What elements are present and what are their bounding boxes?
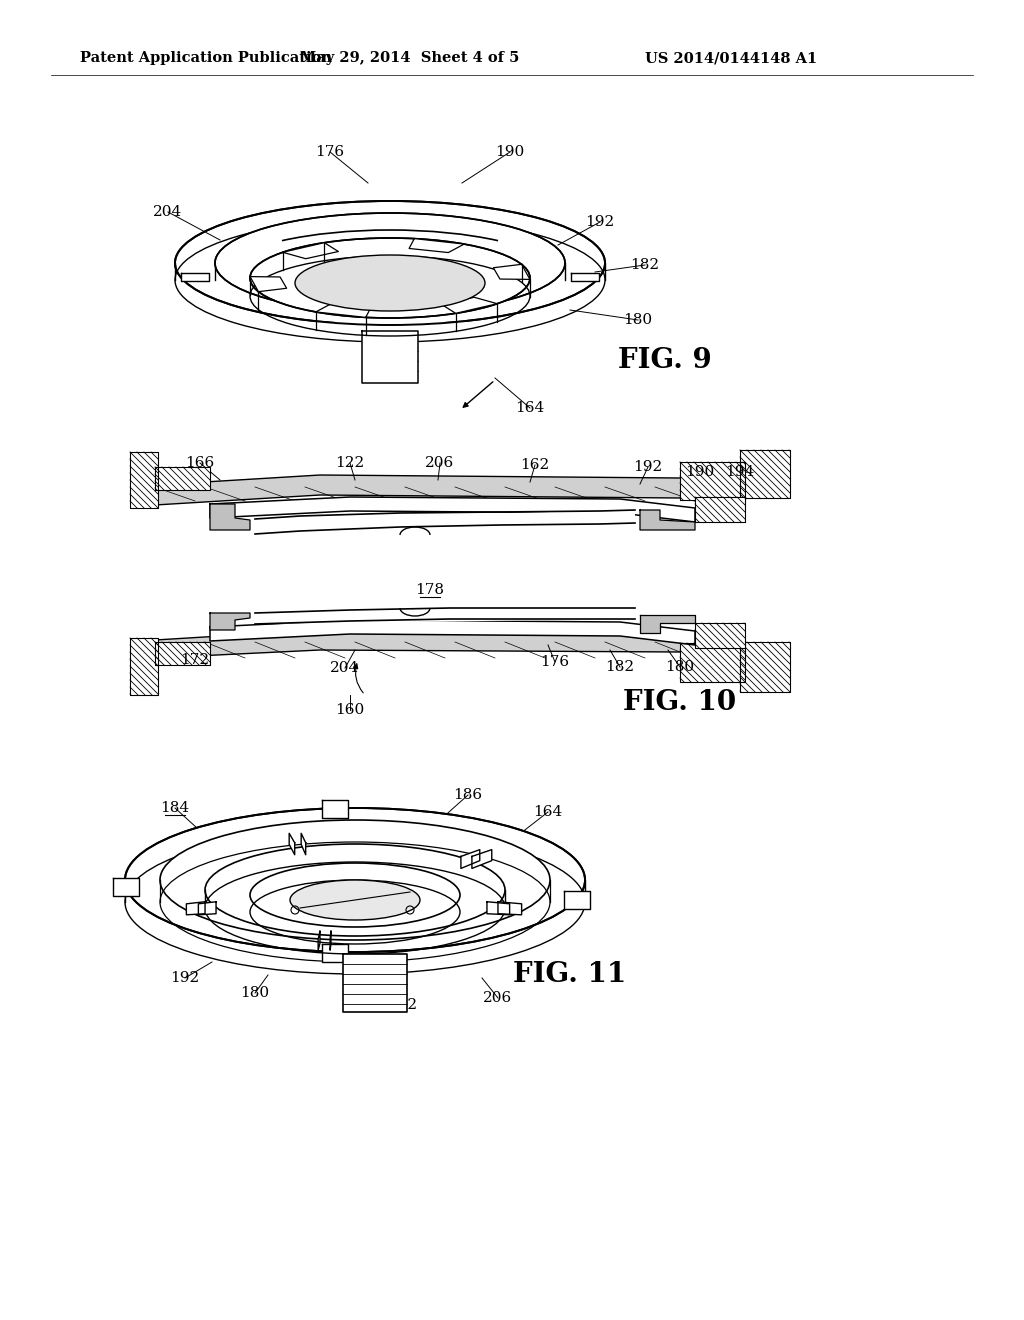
Ellipse shape: [250, 863, 460, 927]
Polygon shape: [130, 638, 158, 696]
Polygon shape: [283, 243, 338, 259]
Text: 122: 122: [336, 455, 365, 470]
Polygon shape: [322, 944, 348, 962]
Polygon shape: [255, 609, 635, 624]
Polygon shape: [343, 954, 407, 1012]
Polygon shape: [695, 498, 745, 521]
Text: 180: 180: [241, 986, 269, 1001]
Polygon shape: [210, 498, 695, 521]
Text: 176: 176: [541, 655, 569, 669]
Text: 186: 186: [454, 788, 482, 803]
Polygon shape: [210, 504, 250, 531]
Polygon shape: [315, 304, 371, 317]
Polygon shape: [570, 273, 599, 281]
Polygon shape: [740, 642, 790, 692]
Polygon shape: [640, 615, 695, 634]
Text: FIG. 11: FIG. 11: [513, 961, 627, 989]
Polygon shape: [301, 833, 306, 855]
Text: 180: 180: [666, 660, 694, 675]
Text: 192: 192: [586, 215, 614, 228]
Ellipse shape: [250, 238, 530, 318]
Polygon shape: [322, 800, 348, 818]
Text: 166: 166: [185, 455, 215, 470]
Polygon shape: [640, 510, 695, 531]
Polygon shape: [130, 451, 158, 508]
Polygon shape: [498, 902, 521, 915]
Polygon shape: [199, 902, 216, 915]
Polygon shape: [318, 932, 319, 950]
Polygon shape: [250, 277, 287, 292]
Text: 182: 182: [605, 660, 635, 675]
Polygon shape: [255, 523, 635, 612]
Text: 184: 184: [161, 801, 189, 814]
Polygon shape: [289, 833, 295, 855]
Text: US 2014/0144148 A1: US 2014/0144148 A1: [645, 51, 817, 65]
Polygon shape: [175, 322, 605, 342]
Polygon shape: [155, 630, 745, 660]
Polygon shape: [255, 510, 635, 535]
Text: FIG. 10: FIG. 10: [624, 689, 736, 717]
Text: May 29, 2014  Sheet 4 of 5: May 29, 2014 Sheet 4 of 5: [300, 51, 520, 65]
Text: FIG. 9: FIG. 9: [618, 346, 712, 374]
Polygon shape: [210, 612, 250, 630]
Polygon shape: [740, 450, 790, 498]
Ellipse shape: [125, 808, 585, 952]
Ellipse shape: [175, 201, 605, 325]
Polygon shape: [155, 642, 210, 665]
Polygon shape: [461, 850, 480, 869]
Polygon shape: [487, 902, 510, 915]
Polygon shape: [410, 239, 464, 252]
Text: 164: 164: [515, 401, 545, 414]
Polygon shape: [680, 643, 745, 682]
Text: 160: 160: [336, 704, 365, 717]
Ellipse shape: [205, 843, 505, 936]
Text: 176: 176: [315, 145, 344, 158]
Text: 180: 180: [624, 313, 652, 327]
Text: 176: 176: [376, 898, 404, 912]
Ellipse shape: [290, 880, 420, 920]
Polygon shape: [375, 308, 406, 315]
Polygon shape: [181, 273, 209, 281]
Polygon shape: [695, 623, 745, 648]
Text: 206: 206: [483, 991, 513, 1005]
Polygon shape: [80, 450, 870, 719]
Polygon shape: [155, 467, 210, 490]
Polygon shape: [472, 850, 492, 869]
Text: 178: 178: [303, 898, 333, 912]
Text: 190: 190: [685, 465, 715, 479]
Text: 178: 178: [416, 583, 444, 597]
Polygon shape: [680, 462, 745, 500]
Text: 172: 172: [180, 653, 210, 667]
Text: 204: 204: [331, 661, 359, 675]
Polygon shape: [441, 297, 498, 313]
Polygon shape: [362, 331, 418, 383]
Text: 194: 194: [725, 465, 755, 479]
Text: Patent Application Publication: Patent Application Publication: [80, 51, 332, 65]
Text: 162: 162: [520, 458, 550, 473]
Ellipse shape: [160, 820, 550, 940]
Text: 192: 192: [634, 459, 663, 474]
Polygon shape: [113, 878, 139, 896]
Polygon shape: [155, 475, 745, 510]
Polygon shape: [210, 620, 695, 645]
Ellipse shape: [215, 213, 565, 313]
Ellipse shape: [295, 255, 485, 312]
Text: 182: 182: [631, 257, 659, 272]
Text: 182: 182: [388, 998, 418, 1012]
Text: 164: 164: [534, 805, 562, 818]
Text: 204: 204: [154, 205, 182, 219]
Polygon shape: [564, 891, 590, 908]
Polygon shape: [186, 902, 205, 915]
Text: 192: 192: [170, 972, 200, 985]
Polygon shape: [494, 264, 529, 280]
Text: 206: 206: [425, 455, 455, 470]
Text: 190: 190: [496, 145, 524, 158]
